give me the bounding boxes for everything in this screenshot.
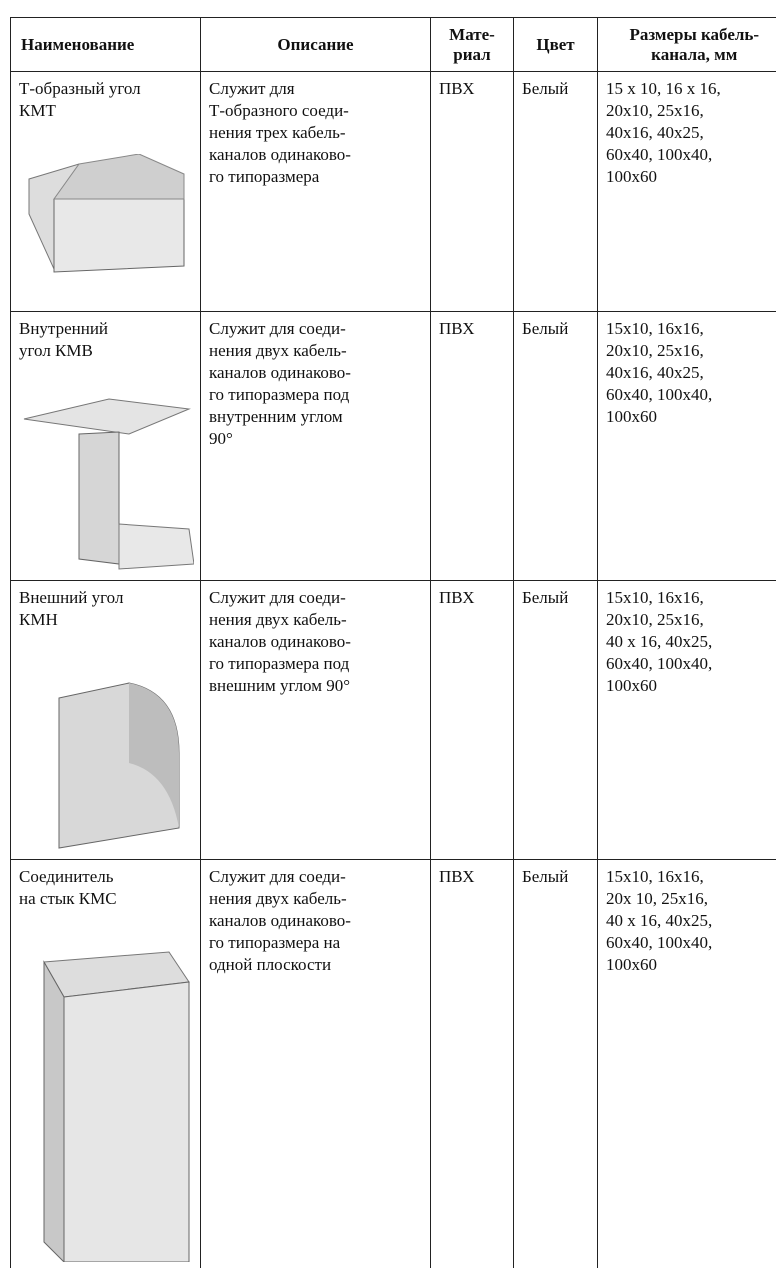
- sizes: 15 x 10, 16 x 16, 20x10, 25x16, 40x16, 4…: [598, 72, 776, 312]
- row: Соединитель на стык КМС Служит для соеди…: [11, 860, 776, 1268]
- page: Наименование Описание Мате- риал Цвет Ра…: [0, 0, 776, 1223]
- product-image: [19, 942, 194, 1262]
- sizes: 15x10, 16x16, 20x10, 25x16, 40x16, 40x25…: [598, 312, 776, 581]
- header-cell: Мате- риал: [431, 18, 514, 72]
- description: Служит для соеди- нения двух кабель- кан…: [201, 312, 431, 581]
- name-cell: Т-образный угол КМТ: [11, 72, 201, 312]
- name-cell: Внутренний угол КМВ: [11, 312, 201, 581]
- header-cell: Описание: [201, 18, 431, 72]
- color: Белый: [514, 581, 598, 860]
- row: Внешний угол КМН Служит для соеди- нения…: [11, 581, 776, 860]
- name-cell: Соединитель на стык КМС: [11, 860, 201, 1268]
- sizes: 15x10, 16x16, 20x 10, 25x16, 40 x 16, 40…: [598, 860, 776, 1268]
- name: Т-образный угол КМТ: [19, 78, 192, 122]
- product-image: [19, 154, 194, 274]
- material: ПВХ: [431, 72, 514, 312]
- material: ПВХ: [431, 312, 514, 581]
- product-image: [19, 394, 194, 574]
- color: Белый: [514, 72, 598, 312]
- header-cell: Размеры кабель- канала, мм: [598, 18, 776, 72]
- product-table: Наименование Описание Мате- риал Цвет Ра…: [10, 17, 776, 1268]
- row: Внутренний угол КМВ Служит для соеди- не…: [11, 312, 776, 581]
- name: Внешний угол КМН: [19, 587, 192, 631]
- sizes: 15x10, 16x16, 20x10, 25x16, 40 x 16, 40x…: [598, 581, 776, 860]
- name: Внутренний угол КМВ: [19, 318, 192, 362]
- description: Служит для соеди- нения двух кабель- кан…: [201, 581, 431, 860]
- row: Т-образный угол КМТ Служит для Т-образно…: [11, 72, 776, 312]
- name-cell: Внешний угол КМН: [11, 581, 201, 860]
- header-row: Наименование Описание Мате- риал Цвет Ра…: [11, 18, 776, 72]
- material: ПВХ: [431, 860, 514, 1268]
- description: Служит для Т-образного соеди- нения трех…: [201, 72, 431, 312]
- product-image: [19, 663, 194, 853]
- color: Белый: [514, 312, 598, 581]
- color: Белый: [514, 860, 598, 1268]
- description: Служит для соеди- нения двух кабель- кан…: [201, 860, 431, 1268]
- name: Соединитель на стык КМС: [19, 866, 192, 910]
- header-cell: Наименование: [11, 18, 201, 72]
- material: ПВХ: [431, 581, 514, 860]
- header-cell: Цвет: [514, 18, 598, 72]
